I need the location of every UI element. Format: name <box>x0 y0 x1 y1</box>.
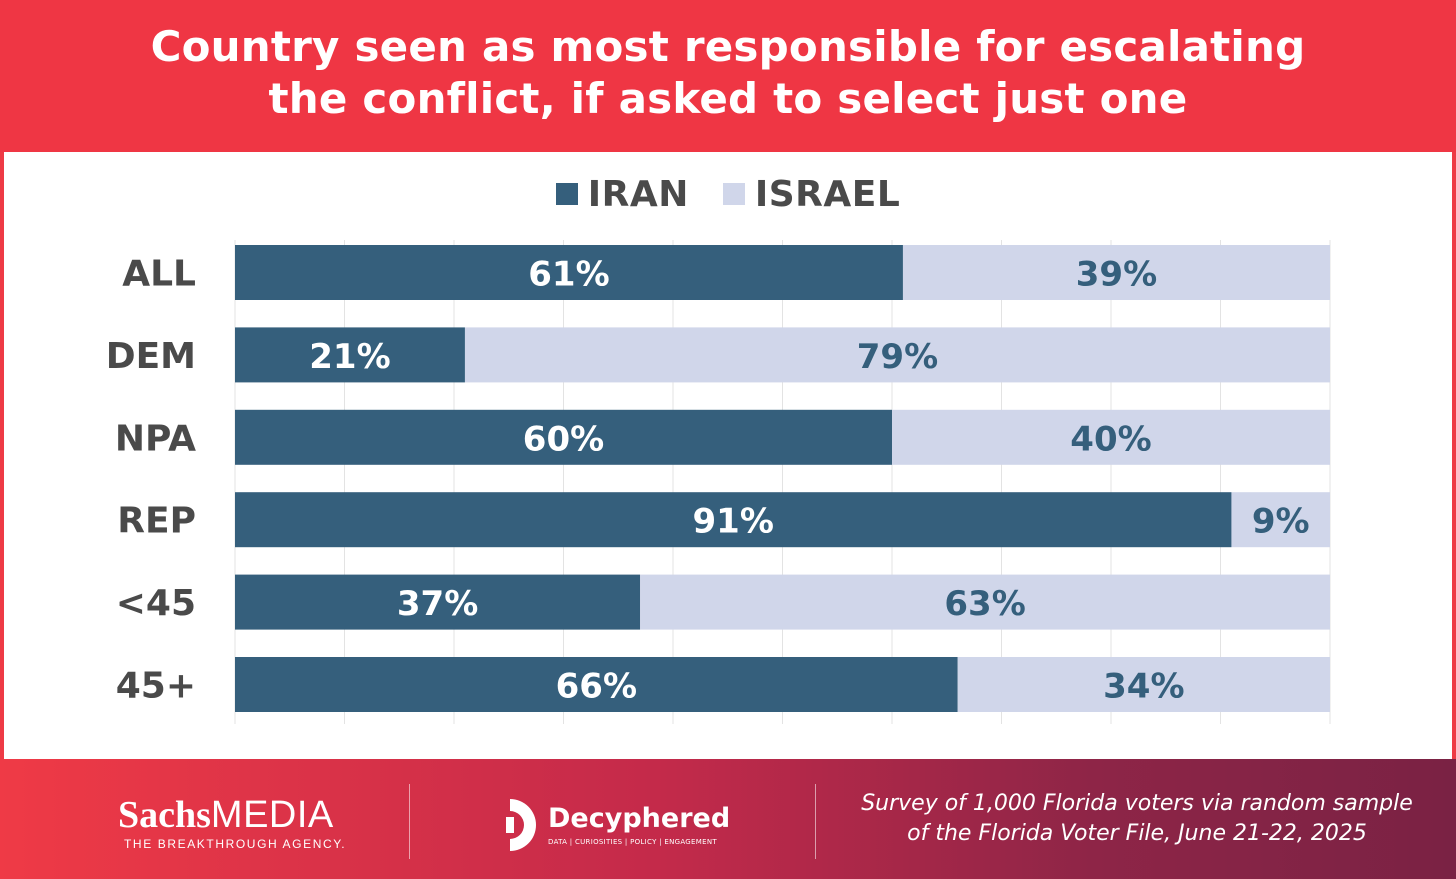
bar-iran <box>235 409 892 465</box>
footnote-line-2: of the Florida Voter File, June 21-22, 2… <box>907 821 1367 846</box>
decyphered-logo: Decyphered DATA | CURIOSITIES | POLICY |… <box>506 795 730 855</box>
bar-israel <box>902 245 1330 300</box>
survey-footnote: Survey of 1,000 Florida voters via rando… <box>832 789 1442 849</box>
legend-item-iran: IRAN <box>555 173 689 215</box>
bar-iran <box>235 492 1232 548</box>
bar-iran <box>235 245 903 300</box>
legend-item-israel: ISRAEL <box>722 173 901 215</box>
data-label-israel: 34% <box>1103 667 1184 707</box>
bar-israel <box>892 409 1330 465</box>
sachs-tagline: THE BREAKTHROUGH AGENCY. <box>124 837 347 851</box>
category-label: ALL <box>122 254 196 295</box>
footer-divider-2 <box>815 784 816 859</box>
sachs-brand-light: MEDIA <box>210 794 334 836</box>
legend-label-iran: IRAN <box>587 173 689 215</box>
bar-iran <box>235 657 958 712</box>
data-label-israel: 79% <box>857 337 938 377</box>
chart-title-line-1: Country seen as most responsible for esc… <box>150 22 1306 71</box>
chart-legend: IRAN ISRAEL <box>0 172 1456 216</box>
bar-israel <box>464 327 1330 383</box>
legend-swatch-israel <box>722 183 745 205</box>
data-label-iran: 21% <box>309 337 390 377</box>
bar-iran <box>235 327 465 383</box>
data-label-iran: 91% <box>693 502 774 542</box>
bar-israel <box>957 657 1330 712</box>
data-label-israel: 40% <box>1070 419 1151 459</box>
decyphered-tagline: DATA | CURIOSITIES | POLICY | ENGAGEMENT <box>548 838 717 846</box>
header-banner: Country seen as most responsible for esc… <box>0 0 1456 152</box>
data-label-israel: 39% <box>1076 255 1157 295</box>
bar-israel <box>1231 492 1330 548</box>
legend-swatch-iran <box>555 183 578 205</box>
data-label-israel: 9% <box>1252 502 1310 542</box>
decyphered-name: Decyphered <box>548 803 731 834</box>
sachs-brand-bold: Sachs <box>118 794 211 836</box>
legend-label-israel: ISRAEL <box>754 173 901 215</box>
decyphered-mark-icon <box>506 799 536 851</box>
footnote-line-1: Survey of 1,000 Florida voters via rando… <box>861 791 1413 816</box>
data-label-iran: 60% <box>523 419 604 459</box>
bar-chart: ALL 61% 39% DEM 21% 79% NPA 60% 40% REP 91% 9% <45 37… <box>106 240 1331 724</box>
data-label-iran: 66% <box>556 667 637 707</box>
category-label: NPA <box>115 418 196 459</box>
data-label-iran: 37% <box>397 584 478 624</box>
footer-banner: SachsMEDIA THE BREAKTHROUGH AGENCY. Decy… <box>0 759 1456 879</box>
bar-israel <box>640 574 1330 630</box>
category-label: REP <box>117 501 196 542</box>
data-label-iran: 61% <box>528 255 609 295</box>
category-label: 45+ <box>116 666 196 707</box>
bar-iran <box>235 574 641 630</box>
data-label-israel: 63% <box>944 584 1025 624</box>
footer-divider-1 <box>409 784 410 859</box>
chart-title-line-2: the conflict, if asked to select just on… <box>268 74 1188 123</box>
sachs-media-logo: SachsMEDIA THE BREAKTHROUGH AGENCY. <box>118 795 346 851</box>
category-label: <45 <box>116 583 196 624</box>
category-label: DEM <box>106 336 196 377</box>
